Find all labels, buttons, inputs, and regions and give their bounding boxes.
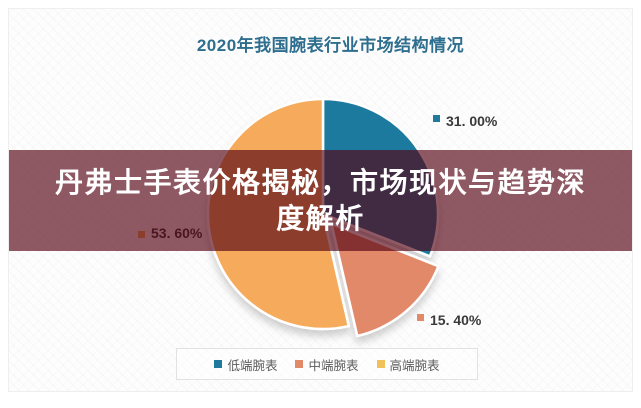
svg-text:31. 00%: 31. 00%: [446, 113, 498, 129]
svg-text:15. 40%: 15. 40%: [430, 312, 482, 328]
